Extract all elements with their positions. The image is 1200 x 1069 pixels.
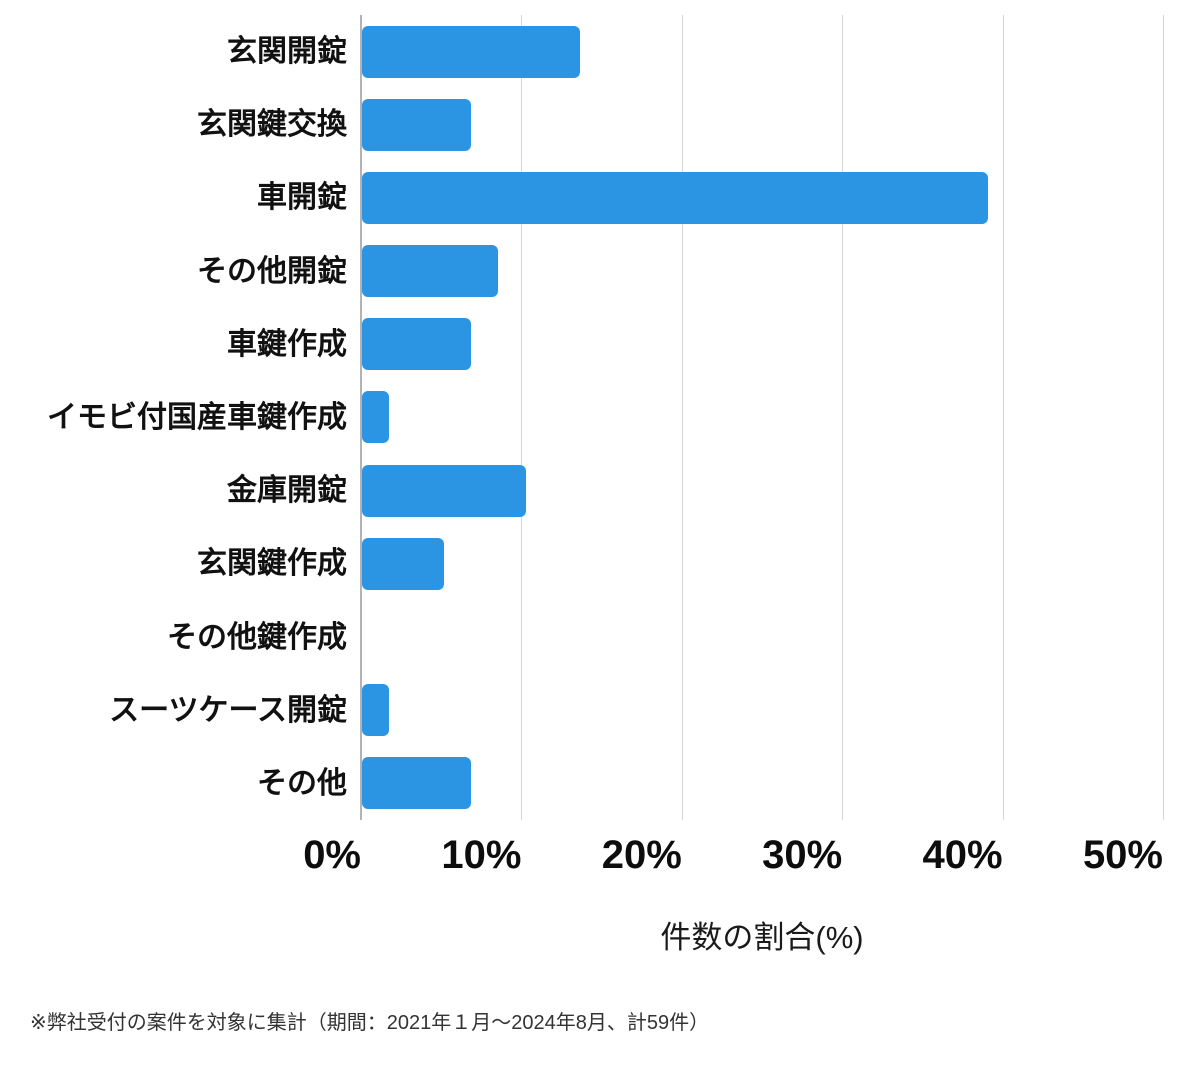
bar: [362, 464, 526, 517]
category-label: 車開錠: [257, 181, 347, 215]
chart-row: 車鍵作成: [0, 308, 1200, 381]
chart-row: その他鍵作成: [0, 600, 1200, 673]
category-label: 玄関鍵交換: [197, 108, 347, 142]
x-tick-label: 10%: [441, 833, 522, 877]
gridline: [842, 15, 844, 820]
chart-row: その他開錠: [0, 235, 1200, 308]
category-label: 玄関鍵作成: [197, 547, 347, 581]
category-label: 金庫開錠: [227, 474, 347, 508]
category-label: イモビ付国産車鍵作成: [47, 400, 347, 434]
chart-row: イモビ付国産車鍵作成: [0, 381, 1200, 454]
category-label: その他: [257, 766, 347, 800]
gridline: [521, 15, 523, 820]
bar: [362, 537, 444, 590]
x-tick-label: 0%: [303, 833, 361, 877]
category-label: 玄関開錠: [227, 35, 347, 69]
gridline: [1002, 15, 1004, 820]
y-axis-line: [360, 15, 362, 820]
x-tick-label: 40%: [922, 833, 1003, 877]
bar: [362, 684, 390, 737]
chart-row: 車開錠: [0, 161, 1200, 234]
x-tick-label: 20%: [601, 833, 682, 877]
x-tick-label: 30%: [762, 833, 843, 877]
category-label: その他開錠: [197, 254, 347, 288]
bar: [362, 391, 390, 444]
footnote: ※弊社受付の案件を対象に集計（期間：2021年１月～2024年8月、計59件）: [30, 1012, 710, 1034]
x-axis-title: 件数の割合(%): [660, 920, 864, 955]
chart-row: 金庫開錠: [0, 454, 1200, 527]
category-label: その他鍵作成: [167, 620, 347, 654]
bar: [362, 318, 472, 371]
chart-row: 玄関鍵交換: [0, 88, 1200, 161]
bar: [362, 757, 472, 810]
chart-row: スーツケース開錠: [0, 674, 1200, 747]
chart-row: 玄関開錠: [0, 15, 1200, 88]
gridline: [1163, 15, 1164, 820]
bar: [362, 171, 988, 224]
category-label: 車鍵作成: [227, 327, 347, 361]
chart-row: 玄関鍵作成: [0, 527, 1200, 600]
chart-row: その他: [0, 747, 1200, 820]
bar: [362, 245, 499, 298]
bar: [362, 25, 581, 78]
category-label: スーツケース開錠: [109, 693, 347, 727]
x-tick-label: 50%: [1082, 833, 1163, 877]
bar: [362, 98, 472, 151]
gridline: [681, 15, 683, 820]
